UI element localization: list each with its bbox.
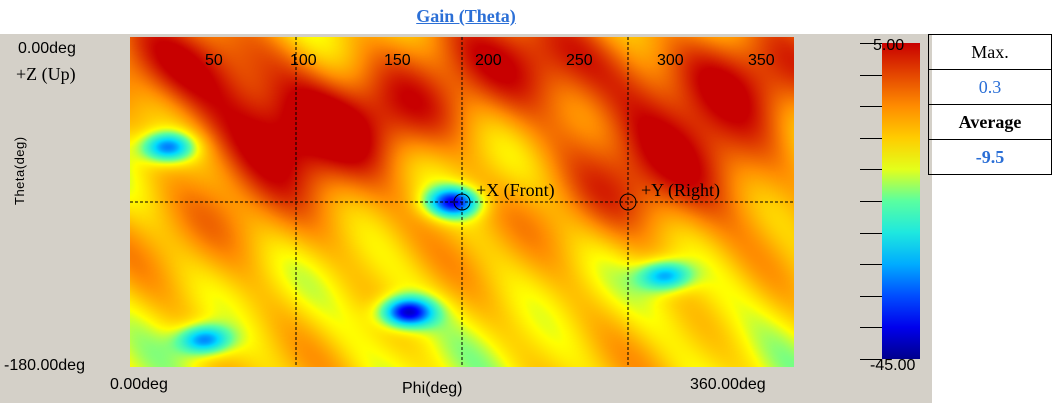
x-tick-label: 150 <box>384 52 411 69</box>
front-marker-label: +X (Front) <box>476 180 555 200</box>
colorbar-tick <box>860 106 882 108</box>
x-tick-label: 50 <box>205 52 223 69</box>
colorbar-tick <box>860 232 882 234</box>
average-label: Average <box>929 105 1051 140</box>
colorbar-tick <box>860 137 882 139</box>
colorbar-tick <box>860 201 882 202</box>
x-tick-label: 200 <box>475 52 502 69</box>
colorbar-tick <box>860 264 882 266</box>
right-marker-label: +Y (Right) <box>641 180 720 200</box>
max-value: 0.3 <box>929 70 1051 105</box>
chart-title: Gain (Theta) <box>416 6 516 26</box>
heatmap-overlay <box>130 37 794 367</box>
axis-marker <box>619 193 637 211</box>
colorbar <box>882 43 920 359</box>
max-label: Max. <box>929 35 1051 70</box>
axis-marker <box>453 193 471 211</box>
stats-table: Max. 0.3 Average -9.5 <box>928 34 1052 175</box>
x-tick-label: 100 <box>290 52 317 69</box>
x-axis-label: Phi(deg) <box>402 380 463 397</box>
heatmap-area <box>130 37 794 367</box>
x-tick-label: 300 <box>657 52 684 69</box>
average-value: -9.5 <box>975 147 1005 167</box>
colorbar-tick <box>860 74 882 76</box>
colorbar-tick <box>860 43 882 44</box>
colorbar-tick <box>860 327 882 329</box>
colorbar-min-label: -45.00 <box>870 357 916 374</box>
colorbar-tick <box>860 169 882 171</box>
theta-bottom-label: -180.00deg <box>4 357 85 374</box>
colorbar-max-label: 5.00 <box>873 37 905 54</box>
z-up-note: +Z (Up) <box>16 64 76 84</box>
colorbar-tick <box>860 295 882 297</box>
phi-right-label: 360.00deg <box>690 376 766 393</box>
theta-top-label: 0.00deg <box>18 40 76 57</box>
colorbar-tick <box>860 359 882 360</box>
x-tick-label: 250 <box>566 52 593 69</box>
x-tick-label: 350 <box>748 52 775 69</box>
phi-left-label: 0.00deg <box>110 376 168 393</box>
y-axis-label: Theta(deg) <box>12 136 27 205</box>
